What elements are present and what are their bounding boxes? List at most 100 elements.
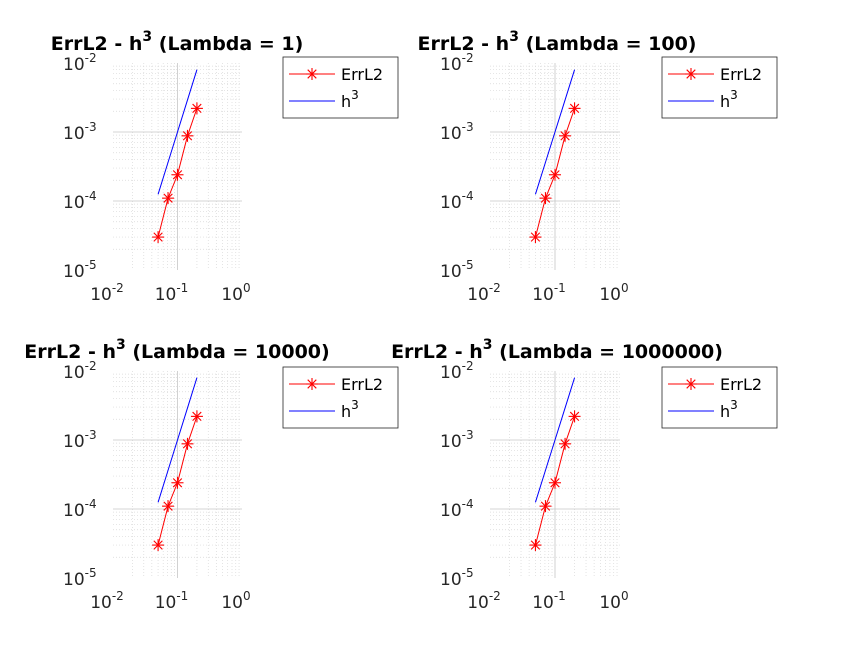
x-tick-label-base: 10 [221, 593, 243, 613]
legend-h3-label: h3 [341, 398, 359, 421]
legend-h3-label: h3 [341, 88, 359, 111]
y-tick-label: 10-3 [440, 428, 474, 452]
x-tick-label-exponent: -2 [112, 281, 124, 295]
y-tick-label-base: 10 [440, 363, 462, 383]
legend-errl2-label: ErrL2 [341, 375, 383, 394]
x-tick-label-exponent: -2 [112, 589, 124, 603]
asterisk-stroke [560, 131, 570, 141]
errl2-data-point [549, 168, 561, 181]
legend-box [282, 56, 399, 119]
errl2-data-point [529, 539, 542, 552]
y-tick-label: 10-4 [440, 189, 474, 213]
legend-errl2-label: ErrL2 [341, 65, 383, 84]
h3-series-line [534, 69, 576, 195]
errl2-data-point [539, 192, 552, 205]
y-tick-label-base: 10 [440, 432, 462, 452]
chart-title-prefix: ErrL2 - h [51, 33, 143, 55]
x-tick-label-base: 10 [221, 285, 243, 305]
x-tick-label-base: 10 [532, 285, 554, 305]
errl2-data-point [171, 168, 184, 181]
legend-h3-label-exponent: 3 [730, 398, 738, 412]
legend-errl2-marker [685, 68, 697, 80]
errl2-data-point [549, 476, 561, 489]
x-tick-label-exponent: -2 [489, 281, 501, 295]
legend: ErrL2 h3 [661, 56, 778, 119]
h3-series-line [157, 377, 198, 503]
y-tick-label-base: 10 [440, 55, 462, 75]
x-tick-label: 100 [221, 281, 250, 305]
legend-box [661, 56, 778, 119]
y-tick-label-exponent: -5 [85, 258, 97, 272]
x-tick-label-base: 10 [155, 593, 177, 613]
y-tick-label: 10-3 [63, 428, 97, 452]
minor-grid [113, 63, 242, 270]
legend-h3-label-exponent: 3 [351, 398, 359, 412]
y-tick-label-exponent: -3 [462, 428, 474, 442]
x-tick-label: 10-2 [467, 589, 501, 613]
y-tick-label: 10-5 [440, 566, 474, 590]
y-tick-label: 10-5 [63, 566, 97, 590]
x-tick-label-exponent: 0 [621, 281, 629, 295]
legend-h3-label-exponent: 3 [730, 88, 738, 102]
y-tick-label-exponent: -5 [462, 258, 474, 272]
y-tick-label-base: 10 [63, 193, 85, 213]
errl2-data-point [559, 437, 572, 450]
legend: ErrL2 h3 [282, 366, 399, 429]
legend-errl2-marker [685, 378, 697, 390]
y-tick-label-exponent: -5 [462, 566, 474, 580]
x-tick-label-base: 10 [467, 285, 489, 305]
chart-title-suffix: (Lambda = 10000) [126, 341, 330, 363]
legend-errl2-marker [306, 378, 318, 390]
y-tick-label-base: 10 [440, 501, 462, 521]
errl2-data-point [162, 192, 175, 205]
errl2-data-point [559, 129, 572, 142]
legend-errl2-label: ErrL2 [720, 65, 762, 84]
x-tick-label: 100 [599, 589, 628, 613]
x-tick-label-exponent: -1 [176, 589, 188, 603]
x-tick-label: 10-2 [90, 589, 124, 613]
asterisk-stroke [569, 103, 580, 114]
y-tick-label-exponent: -5 [85, 566, 97, 580]
x-tick-label: 100 [599, 281, 628, 305]
x-tick-label-exponent: -1 [554, 281, 566, 295]
x-tick-label: 10-1 [155, 589, 189, 613]
y-tick-label: 10-4 [63, 189, 97, 213]
chart-title-prefix: ErrL2 - h [24, 341, 116, 363]
y-tick-label: 10-2 [63, 51, 97, 75]
asterisk-stroke [569, 411, 580, 422]
asterisk-stroke [686, 379, 696, 389]
x-tick-label: 100 [221, 589, 250, 613]
x-tick-label-exponent: -1 [554, 589, 566, 603]
y-tick-label-exponent: -2 [462, 51, 474, 65]
y-tick-label: 10-2 [440, 359, 474, 383]
legend-errl2-label: ErrL2 [720, 375, 762, 394]
asterisk-stroke [192, 103, 202, 114]
chart-title: ErrL2 - h3 (Lambda = 1000000) [391, 337, 723, 363]
legend-box [661, 366, 778, 429]
y-tick-label-base: 10 [440, 262, 462, 282]
asterisk-stroke [163, 193, 173, 203]
asterisk-stroke [560, 439, 570, 449]
legend-h3-label-base: h [341, 92, 351, 111]
x-tick-label-exponent: -1 [176, 281, 188, 295]
legend-box [282, 366, 399, 429]
errl2-data-point [568, 102, 581, 115]
chart-title-exponent: 3 [142, 29, 152, 45]
chart-title-exponent: 3 [483, 337, 493, 353]
asterisk-stroke [163, 501, 173, 511]
x-tick-label-exponent: -2 [489, 589, 501, 603]
errl2-data-point [529, 231, 542, 244]
chart-title-suffix: (Lambda = 1000000) [493, 341, 723, 363]
y-tick-label-exponent: -3 [85, 428, 97, 442]
h3-series-line [157, 69, 198, 195]
h3-series-line [534, 377, 576, 503]
y-tick-label-exponent: -4 [85, 189, 97, 203]
x-tick-label-base: 10 [532, 593, 554, 613]
x-tick-label-base: 10 [467, 593, 489, 613]
chart-title-exponent: 3 [116, 337, 126, 353]
y-tick-label: 10-3 [440, 120, 474, 144]
y-tick-label: 10-2 [63, 359, 97, 383]
y-tick-label: 10-3 [63, 120, 97, 144]
chart-title-suffix: (Lambda = 100) [519, 33, 697, 55]
y-tick-label-base: 10 [440, 570, 462, 590]
